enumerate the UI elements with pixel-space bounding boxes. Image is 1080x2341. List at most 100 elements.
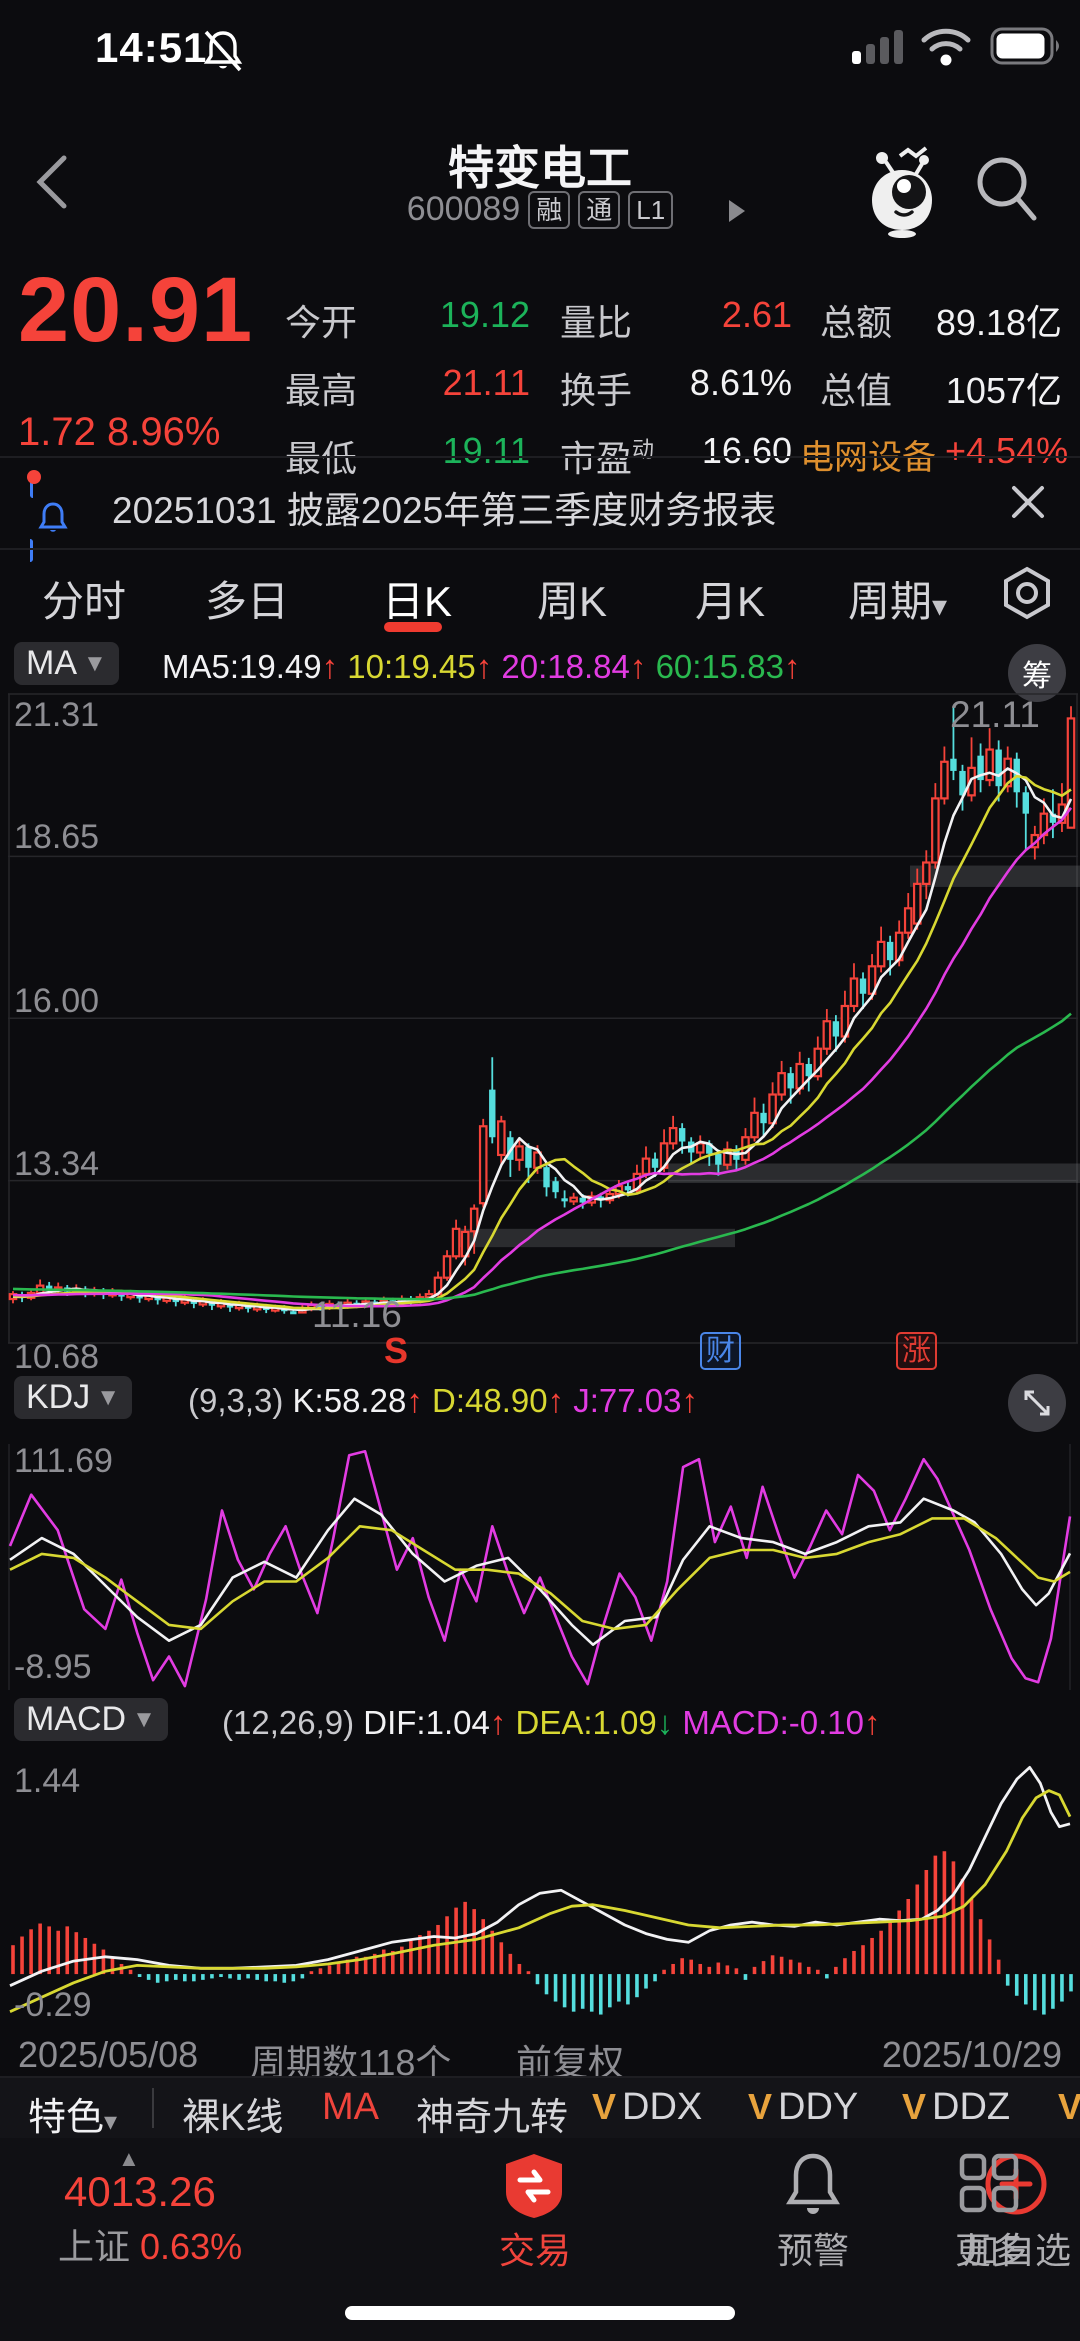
wifi-icon	[921, 28, 971, 66]
announcement-bell-icon	[27, 470, 1080, 562]
value-turnover-rate: 8.61%	[689, 362, 792, 403]
bottom-nav: ▲ 4013.26 上证 0.63% 交易 预警 加自选 更多	[0, 2138, 1080, 2341]
toolbar-item-ddy[interactable]: V DDY	[748, 2086, 859, 2128]
vip-icon: V	[592, 2086, 617, 2127]
clock: 14:51	[95, 24, 208, 71]
level1-badge: L1	[628, 190, 674, 229]
nav-add-watchlist-label[interactable]: 加自选	[962, 2230, 1071, 2271]
label-volume-ratio: 量比	[560, 302, 633, 343]
label-market-cap: 总值	[820, 370, 893, 411]
index-value[interactable]: 4013.26	[64, 2168, 216, 2215]
sector-change: +4.54%	[945, 430, 1069, 471]
toolbar-item-ddz[interactable]: V DDZ	[902, 2086, 1011, 2128]
last-price: 20.91	[18, 259, 254, 361]
nav-alert-label[interactable]: 预警	[776, 2230, 849, 2271]
y-axis-label: 18.65	[14, 818, 100, 856]
close-icon[interactable]	[1006, 480, 1050, 524]
main-candlestick-chart[interactable]: 21.31 18.65 16.00 13.34 10.68 21.11 11.1…	[0, 692, 1080, 1376]
macd-min-label: -0.29	[14, 1986, 92, 2024]
macd-max-label: 1.44	[14, 1762, 81, 1800]
macd-selector[interactable]: MACD ▼	[14, 1698, 168, 1741]
vip-icon-partial: V	[1058, 2086, 1080, 2127]
macd-chart[interactable]: 1.44 -0.29	[0, 1758, 1080, 2030]
end-date: 2025/10/29	[881, 2034, 1062, 2075]
kdj-selector[interactable]: KDJ ▼	[14, 1376, 132, 1419]
chip-distribution-badge[interactable]: 筹	[1008, 644, 1066, 702]
header: 特变电工 600089 融 通 L1	[0, 90, 1080, 252]
value-market-cap: 1057亿	[945, 370, 1062, 411]
tab-weekly-k[interactable]: 周K	[537, 578, 608, 625]
nav-trade-label[interactable]: 交易	[498, 2230, 571, 2271]
y-axis-label: 21.31	[14, 696, 100, 734]
ma-indicator-row: MA ▼ MA5:19.49↑ 10:19.45↑ 20:18.84↑ 60:15…	[0, 640, 1080, 702]
value-high: 21.11	[442, 362, 530, 403]
battery-icon	[990, 27, 1059, 65]
trade-icon[interactable]	[500, 2152, 568, 2220]
kdj-indicator-row: KDJ ▼ (9,3,3) K:58.28↑ D:48.90↑ J:77.03↑	[0, 1368, 1080, 1440]
active-tab-underline	[384, 622, 442, 632]
high-price-annotation: 21.11	[950, 694, 1040, 735]
label-low: 最低	[285, 438, 358, 479]
mascot-robot-icon[interactable]	[862, 142, 942, 238]
tab-minute[interactable]: 分时	[42, 578, 127, 625]
macd-indicator-row: MACD ▼ (12,26,9) DIF:1.04↑ DEA:1.09↓ MACD…	[0, 1694, 1080, 1758]
limit-up-event-badge[interactable]: 涨	[896, 1332, 938, 1370]
label-pe-ratio: 市盈动	[560, 437, 655, 479]
finance-event-badge[interactable]: 财	[700, 1332, 742, 1370]
signal-strength-icon	[852, 30, 908, 69]
kdj-chart[interactable]: 111.69 -8.95	[0, 1440, 1080, 1694]
value-pe-ratio: 16.60	[701, 430, 792, 471]
candlestick-canvas[interactable]	[0, 692, 1080, 1368]
label-turnover-rate: 换手	[560, 370, 633, 411]
label-open: 今开	[285, 302, 358, 343]
nav-more-label[interactable]: 更多	[954, 2230, 1027, 2271]
chart-tabs: 分时 多日 日K 周K 月K 周期▾	[0, 550, 1080, 640]
tab-period-dropdown[interactable]: 周期▾	[848, 578, 948, 625]
home-indicator[interactable]	[345, 2306, 735, 2320]
notification-dot	[27, 470, 41, 484]
status-bar: 14:51	[0, 0, 1080, 90]
toolbar-item-ddx[interactable]: V DDX	[592, 2086, 703, 2128]
toolbar-item-ma[interactable]: MA	[322, 2086, 379, 2128]
tab-multiday[interactable]: 多日	[205, 578, 290, 625]
sector-link[interactable]: 电网设备	[800, 439, 936, 477]
page-title: 特变电工	[448, 142, 632, 194]
more-grid-icon[interactable]	[956, 2150, 1022, 2216]
value-low: 19.11	[442, 430, 530, 471]
back-icon[interactable]	[34, 154, 70, 210]
quote-panel[interactable]: 20.91 1.72 8.96% 今开 19.12 量比 2.61 总额 89.…	[0, 252, 1080, 479]
tab-daily-k[interactable]: 日K	[382, 578, 453, 625]
sell-signal-marker: S	[384, 1330, 409, 1371]
news-bar[interactable]: 20251031 披露2025年第三季度财务报表	[0, 458, 1080, 562]
y-axis-label: 13.34	[14, 1145, 100, 1183]
toolbar-item-naked-k[interactable]: 裸K线	[182, 2097, 284, 2139]
expand-chart-icon[interactable]	[1008, 1374, 1066, 1432]
index-expand-arrow[interactable]: ▲	[118, 2146, 140, 2171]
mute-bell-icon	[203, 30, 243, 72]
kdj-canvas[interactable]	[0, 1440, 1080, 1694]
value-turnover-amount: 89.18亿	[935, 302, 1062, 343]
toolbar-item-magic-nine[interactable]: 神奇九转	[416, 2097, 569, 2139]
margin-badge: 融	[528, 190, 571, 229]
value-volume-ratio: 2.61	[721, 294, 792, 335]
kdj-max-label: 111.69	[14, 1442, 113, 1480]
chart-settings-icon[interactable]	[998, 564, 1056, 622]
tab-monthly-k[interactable]: 月K	[695, 578, 766, 625]
alert-bell-icon[interactable]	[780, 2150, 846, 2220]
feature-dropdown[interactable]: 特色▾	[28, 2097, 118, 2139]
label-high: 最高	[285, 370, 358, 411]
ma-values: MA5:19.49↑ 10:19.45↑ 20:18.84↑ 60:15.83↑	[162, 648, 801, 685]
macd-canvas[interactable]	[0, 1758, 1080, 2030]
label-turnover-amount: 总额	[820, 302, 893, 343]
ma-selector[interactable]: MA ▼	[14, 642, 119, 685]
stock-code-row: 600089 融 通 L1	[0, 190, 1080, 229]
expand-title-icon[interactable]	[726, 198, 748, 224]
y-axis-label: 16.00	[14, 982, 100, 1020]
indicator-toolbar: 特色▾ 裸K线 MA 神奇九转 V DDX V DDY V DDZ V	[0, 2076, 1080, 2142]
index-name-change[interactable]: 上证 0.63%	[58, 2226, 243, 2267]
kdj-min-label: -8.95	[14, 1648, 92, 1686]
search-icon[interactable]	[972, 152, 1042, 226]
announcement-text[interactable]: 20251031 披露2025年第三季度财务报表	[112, 490, 777, 531]
stock-code: 600089	[406, 190, 521, 228]
